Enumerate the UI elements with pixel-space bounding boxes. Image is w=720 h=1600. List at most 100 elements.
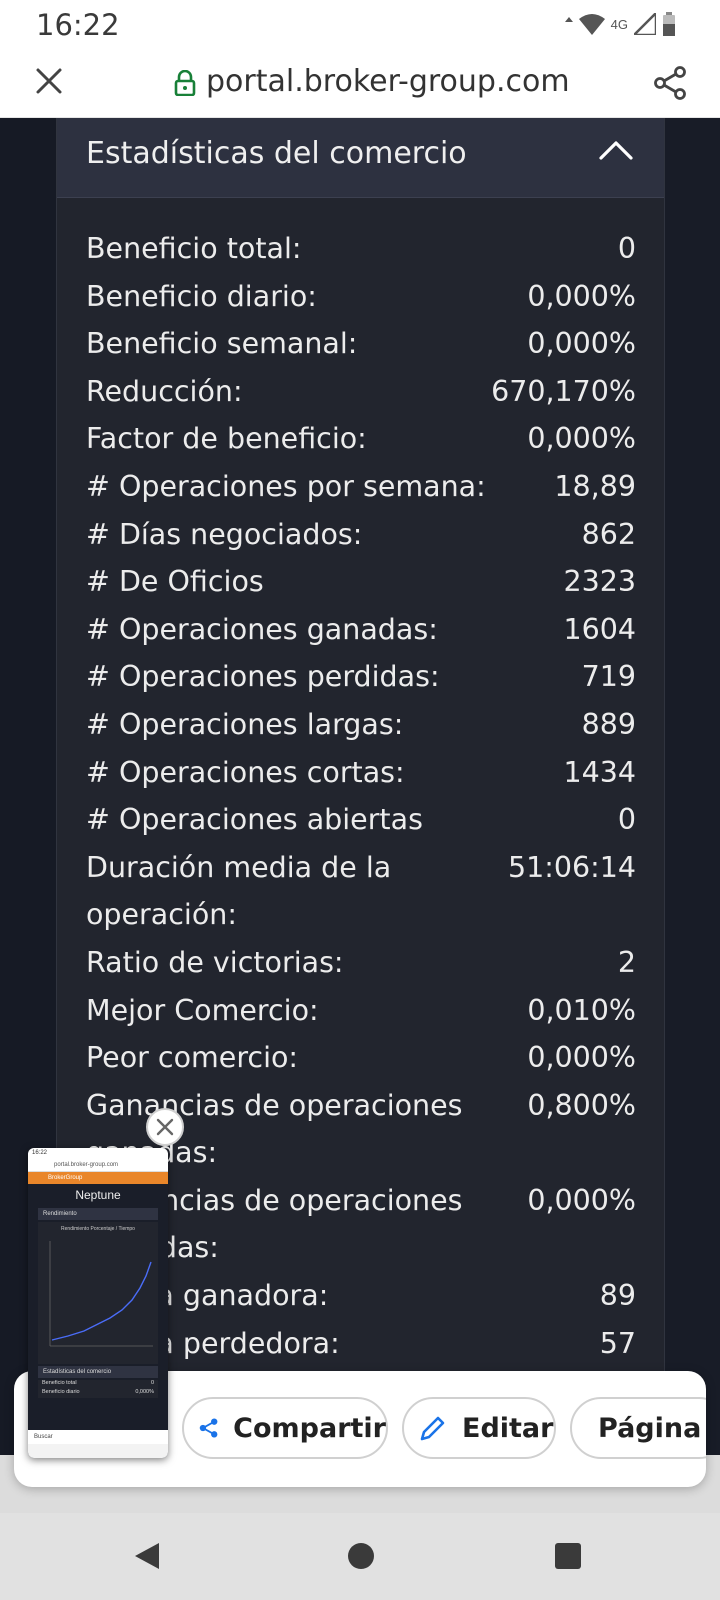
stat-value: 1434 bbox=[563, 755, 636, 789]
stat-label: Beneficio total: bbox=[86, 232, 302, 265]
thumb-stat-row: Beneficio diario 0,000% bbox=[38, 1389, 158, 1398]
share-action-label: Compartir bbox=[233, 1412, 386, 1444]
stat-row: Factor de beneficio: 0,000% bbox=[86, 415, 636, 463]
status-bar: 16:22 4G bbox=[0, 0, 720, 50]
thumb-stat-row: Beneficio total 0 bbox=[38, 1380, 158, 1389]
thumb-title: Neptune bbox=[75, 1188, 121, 1202]
stat-value: 670,170% bbox=[491, 374, 636, 408]
stat-value: 0,000% bbox=[527, 279, 636, 313]
stat-label: Beneficio semanal: bbox=[86, 327, 358, 361]
stat-value: 1604 bbox=[563, 612, 636, 646]
stat-row: Beneficio semanal: 0,000% bbox=[86, 320, 636, 368]
page-action-label: Página bbox=[598, 1412, 702, 1444]
stat-value: 0,800% bbox=[527, 1088, 636, 1122]
stat-value: 2 bbox=[617, 945, 636, 979]
stat-value: 0,000% bbox=[527, 327, 636, 361]
stat-value: 0 bbox=[617, 232, 636, 265]
thumb-chart: Rendimiento Porcentaje / Tiempo bbox=[38, 1222, 158, 1364]
lock-icon bbox=[174, 70, 196, 96]
data-arrows-icon bbox=[564, 17, 573, 22]
thumb-section-performance: Rendimiento bbox=[38, 1208, 158, 1220]
wifi-icon bbox=[578, 14, 605, 35]
url-bar: portal.broker-group.com bbox=[0, 50, 720, 118]
stat-row: Peor comercio: 0,000% bbox=[86, 1034, 636, 1082]
thumb-url: portal.broker-group.com bbox=[28, 1158, 168, 1172]
stat-label: Ganancias de operaciones ganadas: bbox=[86, 1088, 463, 1170]
share-icon bbox=[199, 1418, 218, 1438]
thumb-stat-value: 0 bbox=[150, 1380, 154, 1386]
stat-value: 0,010% bbox=[527, 993, 636, 1027]
stat-value: 0,000% bbox=[527, 1041, 636, 1075]
recent-apps-icon[interactable] bbox=[555, 1543, 581, 1569]
stat-label: # Operaciones perdidas: bbox=[86, 660, 440, 694]
home-icon[interactable] bbox=[348, 1543, 374, 1569]
stat-row: # Operaciones abiertas 0 bbox=[86, 796, 636, 844]
stat-row: # Operaciones largas: 889 bbox=[86, 701, 636, 749]
stat-value: 57 bbox=[599, 1326, 636, 1360]
thumb-chart-line bbox=[49, 1241, 153, 1347]
stat-row: Beneficio total: 0 bbox=[86, 225, 636, 273]
pencil-icon bbox=[420, 1416, 445, 1441]
stat-row: # Operaciones ganadas: 1604 bbox=[86, 606, 636, 654]
thumb-search: Buscar bbox=[28, 1430, 168, 1444]
page-action-button[interactable]: Página bbox=[570, 1397, 706, 1459]
stat-row: Racha ganadora: 89 bbox=[86, 1272, 636, 1320]
battery-icon bbox=[663, 12, 675, 36]
thumb-status-time: 16:22 bbox=[28, 1148, 168, 1158]
stat-value: 18,89 bbox=[554, 469, 636, 503]
stat-row: # Días negociados: 862 bbox=[86, 511, 636, 559]
stat-value: 889 bbox=[581, 707, 636, 741]
stat-label: Peor comercio: bbox=[86, 1041, 299, 1075]
stat-label: # De Oficios bbox=[86, 565, 264, 599]
thumb-stat-label: Beneficio diario bbox=[42, 1389, 80, 1395]
stat-label: # Operaciones ganadas: bbox=[86, 612, 438, 646]
stat-value: 862 bbox=[581, 517, 636, 551]
card-header[interactable]: Estadísticas del comercio bbox=[57, 118, 664, 198]
stat-row: Ganancias de operaciones perdidas:0,000% bbox=[86, 1177, 636, 1272]
stat-value: 89 bbox=[599, 1279, 636, 1313]
stat-row: # Operaciones cortas: 1434 bbox=[86, 749, 636, 797]
thumb-stat-value: 0,000% bbox=[135, 1389, 154, 1395]
edit-action-button[interactable]: Editar bbox=[402, 1397, 556, 1459]
stat-label: Mejor Comercio: bbox=[86, 993, 319, 1027]
stat-row: Beneficio diario: 0,000% bbox=[86, 273, 636, 321]
thumb-stat-label: Beneficio total bbox=[42, 1380, 77, 1386]
thumb-navbar bbox=[28, 1444, 168, 1458]
stat-value: 51:06:14 bbox=[508, 850, 636, 884]
stats-list: Beneficio total: 0 Beneficio diario: 0,000… bbox=[86, 225, 636, 1367]
stat-label: Beneficio diario: bbox=[86, 279, 317, 313]
status-icons: 4G bbox=[564, 12, 676, 36]
stat-value: 0 bbox=[617, 803, 636, 837]
stat-value: 0,000% bbox=[527, 1183, 636, 1217]
stat-label: Reducción: bbox=[86, 374, 243, 408]
stat-label: # Operaciones cortas: bbox=[86, 755, 405, 789]
thumbnail-close-button[interactable] bbox=[146, 1108, 184, 1146]
screenshot-thumbnail[interactable]: 16:22 portal.broker-group.com BrokerGrou… bbox=[28, 1148, 168, 1458]
card-title: Estadísticas del comercio bbox=[86, 136, 467, 171]
stat-row: Ganancias de operaciones ganadas: 0,800% bbox=[86, 1082, 636, 1177]
stat-label: Duración media de la operación: bbox=[86, 850, 392, 932]
stat-row: Reducción: 670,170% bbox=[86, 368, 636, 416]
chevron-up-icon[interactable] bbox=[598, 138, 634, 164]
url-text[interactable]: portal.broker-group.com bbox=[206, 64, 570, 99]
thumb-chart-title: Rendimiento Porcentaje / Tiempo bbox=[61, 1226, 135, 1232]
thumb-section-stats: Estadísticas del comercio bbox=[38, 1366, 158, 1378]
thumb-brand: BrokerGroup bbox=[28, 1172, 168, 1184]
close-icon bbox=[156, 1118, 174, 1136]
signal-icon bbox=[634, 13, 656, 35]
share-sheet: Compartir Editar Página bbox=[14, 1371, 706, 1487]
back-icon[interactable] bbox=[132, 1541, 162, 1571]
stat-label: Factor de beneficio: bbox=[86, 422, 367, 456]
share-action-button[interactable]: Compartir bbox=[182, 1397, 388, 1459]
stat-row: # Operaciones perdidas: 719 bbox=[86, 653, 636, 701]
status-time: 16:22 bbox=[36, 8, 120, 42]
stat-row: Racha perdedora: 57 bbox=[86, 1320, 636, 1368]
stat-label: # Operaciones abiertas bbox=[86, 803, 423, 837]
stat-row: Mejor Comercio: 0,010% bbox=[86, 987, 636, 1035]
stat-label: # Días negociados: bbox=[86, 517, 363, 551]
stat-row: Duración media de la operación: 51:06:14 bbox=[86, 844, 636, 939]
share-icon[interactable] bbox=[652, 65, 688, 101]
close-icon[interactable] bbox=[34, 66, 64, 96]
stat-value: 719 bbox=[581, 660, 636, 694]
stat-row: # De Oficios 2323 bbox=[86, 558, 636, 606]
